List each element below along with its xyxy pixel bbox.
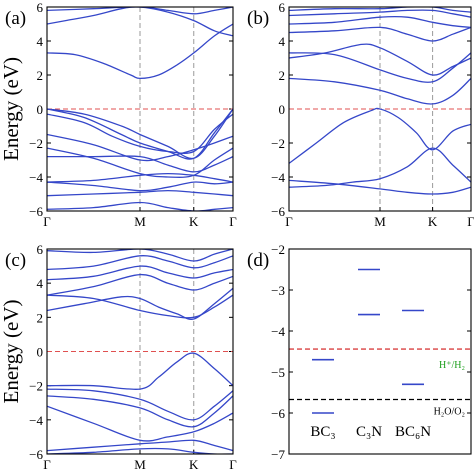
category-label: C₃N (356, 424, 382, 440)
y-tick-label: 0 (279, 102, 286, 117)
category-label: BC₆N (395, 424, 431, 440)
y-tick-label: −4 (29, 170, 43, 185)
panel-c: −6 −4 −2 0 2 4 6 Γ M K Γ (c) Energy (eV) (0, 242, 237, 469)
band-line (47, 155, 233, 173)
band-line (47, 388, 233, 421)
x-tick-label: M (134, 214, 146, 229)
x-tick-label: Γ (43, 214, 51, 229)
panel-b: −6 −4 −2 0 2 4 6 Γ M K Γ (b) (247, 0, 474, 229)
panel-d: −7 −6 −5 −4 −3 −2 H⁺/H₂ H₂O/O₂ BC₃ C₃N BC₆N (d) (247, 242, 472, 462)
y-tick-label: 6 (37, 242, 44, 257)
reference-label-water: H₂O/O₂ (434, 406, 465, 417)
band-line (47, 352, 233, 391)
x-tick-label: Γ (467, 214, 474, 229)
y-tick-label: −6 (271, 204, 285, 219)
y-tick-label: −6 (271, 406, 285, 421)
band-line (47, 23, 233, 80)
y-tick-label: 4 (279, 34, 286, 49)
band-line (289, 15, 471, 29)
panel-label: (c) (5, 250, 26, 271)
band-line (47, 108, 233, 160)
band-line (47, 439, 233, 452)
band-line (47, 189, 233, 197)
category-label: BC₃ (310, 424, 335, 440)
y-tick-label: 0 (37, 345, 44, 360)
band-line (289, 107, 471, 164)
y-tick-label: 6 (37, 0, 44, 15)
panel-label: (d) (247, 250, 269, 271)
y-tick-label: 2 (37, 68, 44, 83)
y-tick-label: −6 (29, 447, 43, 462)
panel-label: (a) (5, 8, 26, 29)
y-tick-label: 6 (279, 0, 286, 15)
y-tick-label: −2 (271, 136, 285, 151)
x-tick-label: Γ (285, 214, 293, 229)
y-axis-title: Energy (eV) (0, 57, 23, 161)
band-line (289, 147, 471, 188)
band-line (47, 294, 233, 319)
band-line (47, 7, 233, 37)
plot-frame (46, 248, 234, 455)
band-group (289, 7, 471, 195)
band-line (47, 265, 233, 281)
x-tick-label: K (189, 457, 199, 469)
y-tick-label: −4 (271, 324, 285, 339)
band-line (47, 133, 233, 162)
band-line (289, 9, 471, 18)
y-tick-label: −6 (29, 204, 43, 219)
y-tick-label: 4 (37, 276, 44, 291)
band-line (47, 273, 233, 296)
plot-frame (288, 6, 472, 212)
x-tick-label: Γ (43, 457, 51, 469)
y-tick-label: 0 (37, 102, 44, 117)
x-tick-label: Γ (229, 457, 237, 469)
band-line (289, 7, 471, 13)
band-line (289, 52, 471, 83)
y-tick-label: −7 (271, 447, 285, 462)
y-tick-label: −4 (271, 170, 285, 185)
band-line (47, 395, 233, 428)
x-tick-label: Γ (229, 214, 237, 229)
band-line (47, 147, 233, 178)
plot-frame (288, 248, 472, 455)
y-tick-label: −2 (271, 242, 285, 257)
y-axis-title: Energy (eV) (0, 300, 23, 404)
band-line (47, 108, 233, 160)
y-tick-label: −2 (29, 379, 43, 394)
reference-label-hplus: H⁺/H₂ (439, 360, 465, 371)
band-line (47, 405, 233, 442)
band-line (47, 113, 233, 154)
y-tick-label: 2 (279, 68, 286, 83)
y-tick-label: −2 (29, 136, 43, 151)
y-tick-label: −3 (271, 283, 285, 298)
band-line (289, 43, 471, 76)
band-group (47, 7, 233, 211)
band-group (47, 249, 233, 454)
band-line (47, 287, 233, 321)
x-tick-label: K (189, 214, 199, 229)
plot-frame (46, 6, 234, 212)
band-line (47, 249, 233, 262)
x-tick-label: M (374, 214, 386, 229)
band-line (289, 26, 471, 42)
band-line (47, 7, 233, 15)
y-tick-label: 2 (37, 310, 44, 325)
x-tick-label: M (134, 457, 146, 469)
panel-label: (b) (247, 8, 269, 29)
band-line (47, 172, 233, 183)
band-line (47, 255, 233, 271)
y-tick-label: −5 (271, 365, 285, 380)
band-line (47, 201, 233, 211)
x-tick-label: K (428, 214, 438, 229)
band-line (289, 179, 471, 195)
y-tick-label: −4 (29, 413, 43, 428)
band-line (289, 77, 471, 105)
y-tick-label: 4 (37, 34, 44, 49)
band-line (47, 181, 233, 192)
band-line (47, 447, 233, 454)
panel-a: −6 −4 −2 0 2 4 6 Γ M K Γ (a) Energy (eV) (0, 0, 237, 229)
